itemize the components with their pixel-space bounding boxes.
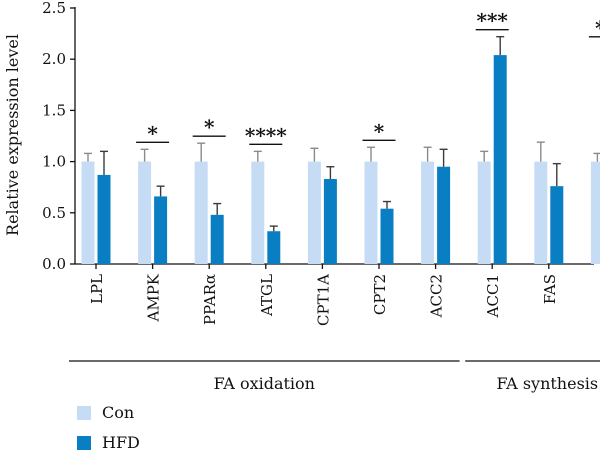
significance-label: * bbox=[204, 115, 215, 139]
category-label: ATGL bbox=[258, 274, 276, 317]
y-tick-label: 1.0 bbox=[42, 153, 66, 171]
significance-label: **** bbox=[245, 123, 287, 147]
category-label: LPL bbox=[88, 274, 106, 304]
bar-con-ACC1 bbox=[477, 161, 491, 264]
significance-label: ** bbox=[595, 16, 600, 40]
legend-swatch-con bbox=[77, 406, 91, 420]
bar-hfd-PPARα bbox=[210, 214, 224, 264]
legend-label: HFD bbox=[102, 433, 140, 452]
bar-hfd-CPT1A bbox=[323, 179, 337, 264]
group-label: FA oxidation bbox=[214, 374, 315, 393]
legend-swatch-hfd bbox=[77, 436, 91, 450]
bar-hfd-ACC1 bbox=[493, 55, 507, 264]
bar-hfd-FAS bbox=[550, 186, 564, 264]
y-tick-label: 2.5 bbox=[42, 0, 66, 17]
bar-hfd-ACC2 bbox=[437, 166, 451, 264]
category-label: ACC1 bbox=[484, 274, 502, 318]
y-tick-label: 0.5 bbox=[42, 204, 66, 222]
group-label: FA synthesis bbox=[496, 374, 598, 393]
bar-con-CPT1A bbox=[307, 161, 321, 264]
y-axis-label: Relative expression level bbox=[3, 34, 22, 236]
bar-con-CPT2 bbox=[364, 161, 378, 264]
category-label: CPT1A bbox=[314, 274, 332, 326]
category-label: PPARα bbox=[201, 274, 219, 325]
bar-hfd-LPL bbox=[97, 174, 111, 264]
bar-con-SREBP1 bbox=[590, 161, 600, 264]
bar-con-ACC2 bbox=[421, 161, 435, 264]
significance-label: *** bbox=[477, 9, 509, 33]
significance-label: * bbox=[374, 119, 385, 143]
bar-con-LPL bbox=[81, 161, 95, 264]
bar-hfd-AMPK bbox=[154, 196, 168, 264]
legend: Con HFD bbox=[77, 403, 140, 452]
bar-hfd-ATGL bbox=[267, 231, 281, 264]
category-labels: LPL AMPK PPARα ATGL CPT1A CPT2 ACC2 ACC1 FAS SREB… bbox=[88, 264, 600, 337]
legend-label: Con bbox=[102, 403, 134, 422]
significance-markers: ************ bbox=[136, 9, 600, 147]
category-label: SREBP1 bbox=[597, 274, 600, 337]
category-label: ACC2 bbox=[428, 274, 446, 318]
bars bbox=[81, 35, 600, 264]
group-brackets: FA oxidation FA synthesis bbox=[69, 360, 600, 393]
category-label: FAS bbox=[541, 274, 559, 304]
bar-con-PPARα bbox=[194, 161, 208, 264]
bar-con-FAS bbox=[534, 161, 548, 264]
significance-label: * bbox=[147, 121, 158, 145]
y-tick-label: 2.0 bbox=[42, 50, 66, 68]
category-label: CPT2 bbox=[371, 274, 389, 315]
y-tick-label: 0.0 bbox=[42, 255, 66, 273]
y-tick-label: 1.5 bbox=[42, 101, 66, 119]
bar-hfd-CPT2 bbox=[380, 208, 394, 264]
bar-con-AMPK bbox=[138, 161, 152, 264]
bar-con-ATGL bbox=[251, 161, 265, 264]
category-label: AMPK bbox=[145, 273, 163, 322]
